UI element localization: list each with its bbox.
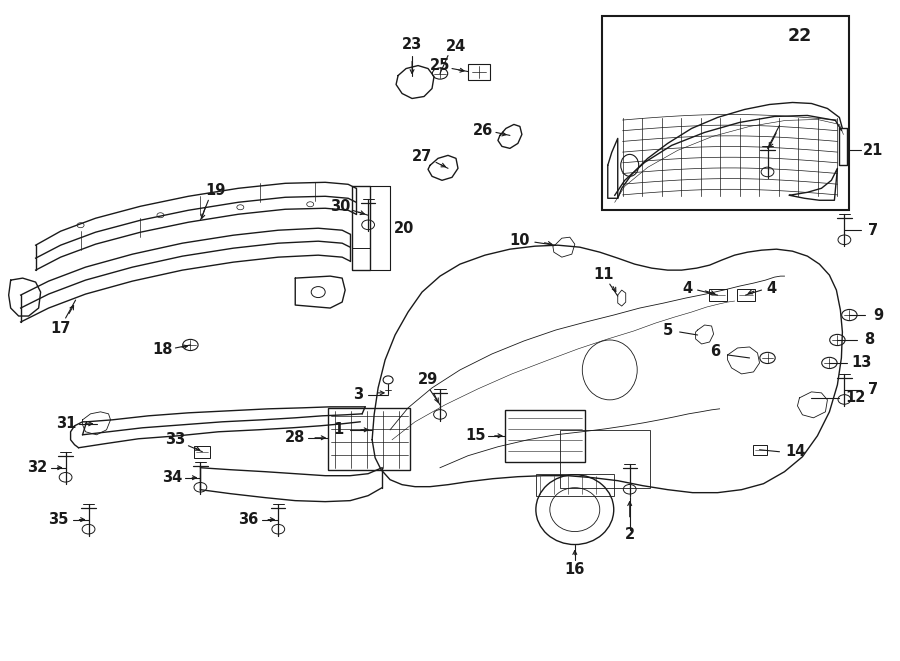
Text: 1: 1	[333, 422, 343, 438]
Text: 20: 20	[394, 221, 414, 236]
Text: 36: 36	[238, 512, 258, 527]
Text: 14: 14	[786, 444, 806, 459]
Bar	[468, 63, 490, 79]
Text: 25: 25	[430, 58, 450, 73]
Text: 6: 6	[710, 344, 721, 360]
Text: 18: 18	[152, 342, 173, 358]
Bar	[708, 289, 726, 301]
Text: 24: 24	[446, 39, 466, 54]
Text: 5: 5	[662, 323, 673, 338]
Bar	[328, 408, 410, 470]
Text: 32: 32	[28, 460, 48, 475]
Text: 16: 16	[564, 562, 585, 577]
Text: 17: 17	[50, 321, 71, 336]
Text: 29: 29	[418, 372, 438, 387]
Text: 22: 22	[788, 26, 812, 45]
Text: 26: 26	[472, 123, 493, 138]
Text: 34: 34	[162, 470, 183, 485]
Text: 21: 21	[863, 143, 884, 158]
Text: 10: 10	[509, 233, 530, 248]
Bar	[560, 430, 650, 488]
Bar	[194, 446, 211, 457]
Text: 3: 3	[353, 387, 364, 403]
Bar	[736, 289, 754, 301]
Text: 4: 4	[767, 280, 777, 295]
Text: 8: 8	[864, 332, 875, 348]
Text: 11: 11	[593, 266, 614, 282]
Text: 15: 15	[465, 428, 486, 444]
Text: 28: 28	[285, 430, 305, 446]
Text: 9: 9	[873, 307, 884, 323]
Text: 19: 19	[205, 183, 226, 198]
Text: 13: 13	[851, 356, 871, 370]
Text: 4: 4	[682, 280, 693, 295]
Bar	[602, 16, 850, 210]
Text: 12: 12	[845, 391, 866, 405]
Bar	[352, 248, 370, 270]
Text: 2: 2	[625, 527, 634, 542]
Text: 33: 33	[166, 432, 185, 447]
Bar	[352, 186, 370, 270]
Bar	[752, 445, 767, 455]
Text: 7: 7	[868, 223, 878, 238]
Text: 30: 30	[330, 199, 350, 214]
Bar	[536, 474, 614, 496]
Text: 23: 23	[402, 37, 422, 52]
Bar	[505, 410, 585, 462]
Text: 7: 7	[868, 382, 878, 397]
Text: 31: 31	[57, 416, 76, 432]
Text: 35: 35	[49, 512, 68, 527]
Text: 27: 27	[412, 149, 432, 164]
